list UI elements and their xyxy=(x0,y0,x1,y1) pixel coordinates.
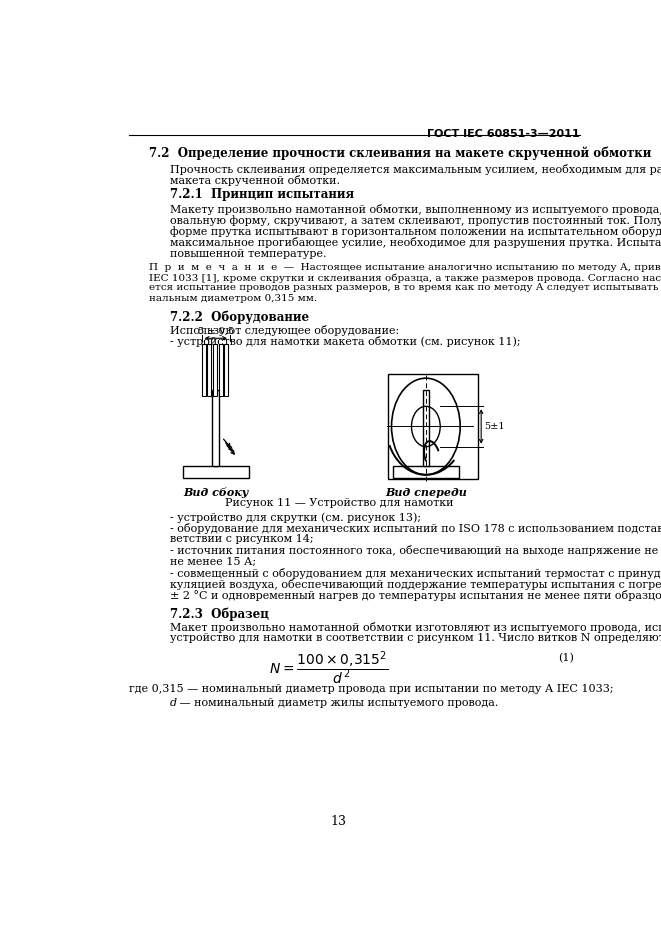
Bar xyxy=(389,373,478,479)
Text: куляцией воздуха, обеспечивающий поддержание температуры испытания с погрешность: куляцией воздуха, обеспечивающий поддерж… xyxy=(170,579,661,590)
Bar xyxy=(202,344,206,396)
Text: $N = \dfrac{100\times0{,}315^{2}}{d^{\,2}}$: $N = \dfrac{100\times0{,}315^{2}}{d^{\,2… xyxy=(269,650,388,687)
Text: ± 2 °C и одновременный нагрев до температуры испытания не менее пяти образцов в : ± 2 °C и одновременный нагрев до темпера… xyxy=(170,591,661,601)
Text: - оборудование для механических испытаний по ISO 178 с использованием подставки : - оборудование для механических испытани… xyxy=(170,523,661,534)
Bar xyxy=(212,390,219,466)
Bar xyxy=(219,344,223,396)
Text: ется испытание проводов разных размеров, в то время как по методу А следует испы: ется испытание проводов разных размеров,… xyxy=(149,284,661,292)
Bar xyxy=(422,390,429,466)
Text: 7.2.1  Принцип испытания: 7.2.1 Принцип испытания xyxy=(170,188,354,201)
Bar xyxy=(393,466,459,478)
Text: d: d xyxy=(170,697,177,708)
Text: 13: 13 xyxy=(330,815,347,828)
Text: 5±1: 5±1 xyxy=(484,422,504,431)
Text: Макету произвольно намотанной обмотки, выполненному из испытуемого провода, прид: Макету произвольно намотанной обмотки, в… xyxy=(170,204,661,215)
Text: - совмещенный с оборудованием для механических испытаний термостат с принудитель: - совмещенный с оборудованием для механи… xyxy=(170,568,661,578)
Text: 7.2.2  Оборудование: 7.2.2 Оборудование xyxy=(170,310,309,324)
Bar xyxy=(224,344,228,396)
Text: Макет произвольно намотанной обмотки изготовляют из испытуемого провода, использ: Макет произвольно намотанной обмотки изг… xyxy=(170,622,661,633)
Text: IEC 1033 [1], кроме скрутки и склеивания образца, а также размеров провода. Согл: IEC 1033 [1], кроме скрутки и склеивания… xyxy=(149,273,661,283)
Text: повышенной температуре.: повышенной температуре. xyxy=(170,249,327,258)
Text: 7.2  Определение прочности склеивания на макете скрученной обмотки: 7.2 Определение прочности склеивания на … xyxy=(149,147,652,160)
Text: — номинальный диаметр жилы испытуемого провода.: — номинальный диаметр жилы испытуемого п… xyxy=(176,697,498,708)
Text: Вид спереди: Вид спереди xyxy=(385,488,467,499)
Text: не менее 15 А;: не менее 15 А; xyxy=(170,557,256,566)
Text: Прочность склеивания определяется максимальным усилием, необходимым для разрушен: Прочность склеивания определяется максим… xyxy=(170,164,661,175)
Bar xyxy=(213,344,217,396)
Text: (1): (1) xyxy=(559,653,574,664)
Text: максимальное прогибающее усилие, необходимое для разрушения прутка. Испытание по: максимальное прогибающее усилие, необход… xyxy=(170,238,661,248)
Bar xyxy=(208,344,212,396)
Text: Рисунок 11 — Устройство для намотки: Рисунок 11 — Устройство для намотки xyxy=(225,498,453,507)
Text: П  р  и  м  е  ч  а  н  и  е  —  Настоящее испытание аналогично испытанию по мет: П р и м е ч а н и е — Настоящее испытани… xyxy=(149,263,661,271)
Text: ГОСТ IEC 60851-3—2011: ГОСТ IEC 60851-3—2011 xyxy=(427,129,580,139)
Text: ветствии с рисунком 14;: ветствии с рисунком 14; xyxy=(170,534,313,545)
Text: устройство для намотки в соответствии с рисунком 11. Число витков N определяют п: устройство для намотки в соответствии с … xyxy=(170,633,661,643)
Text: форме прутка испытывают в горизонтальном положении на испытательном оборудовании: форме прутка испытывают в горизонтальном… xyxy=(170,227,661,237)
Text: где 0,315 — номинальный диаметр провода при испытании по методу А IEC 1033;: где 0,315 — номинальный диаметр провода … xyxy=(129,684,613,695)
Text: макета скрученной обмотки.: макета скрученной обмотки. xyxy=(170,175,340,186)
Text: Используют следующее оборудование:: Используют следующее оборудование: xyxy=(170,325,399,336)
Text: Вид сбоку: Вид сбоку xyxy=(183,488,249,499)
Text: 5 ± 0,5: 5 ± 0,5 xyxy=(198,327,234,335)
Text: нальным диаметром 0,315 мм.: нальным диаметром 0,315 мм. xyxy=(149,294,317,303)
Bar xyxy=(182,466,249,478)
Text: - источник питания постоянного тока, обеспечивающий на выходе напряжение не мене: - источник питания постоянного тока, обе… xyxy=(170,546,661,557)
Text: - устройство для скрутки (см. рисунок 13);: - устройство для скрутки (см. рисунок 13… xyxy=(170,512,421,522)
Text: 7.2.3  Образец: 7.2.3 Образец xyxy=(170,607,268,621)
Text: - устройство для намотки макета обмотки (см. рисунок 11);: - устройство для намотки макета обмотки … xyxy=(170,336,520,346)
Text: овальную форму, скручивают, а затем склеивают, пропустив постоянный ток. Получен: овальную форму, скручивают, а затем скле… xyxy=(170,215,661,226)
